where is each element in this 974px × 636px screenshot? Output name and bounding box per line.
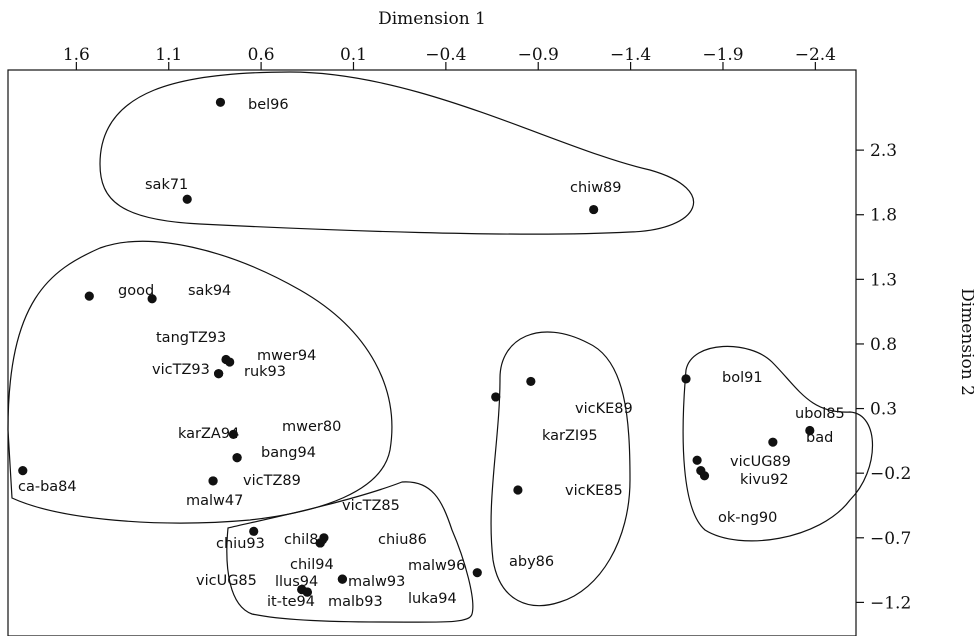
data-point bbox=[214, 369, 224, 379]
x-tick-label: −1.9 bbox=[702, 45, 743, 65]
x-tick-label: −2.4 bbox=[795, 45, 836, 65]
point-label: it-te94 bbox=[267, 594, 315, 610]
x-tick-label: −0.9 bbox=[518, 45, 559, 65]
data-point bbox=[215, 97, 226, 107]
point-label: luka94 bbox=[408, 591, 457, 607]
point-label: malw93 bbox=[348, 574, 405, 590]
point-label: malw47 bbox=[186, 493, 243, 509]
data-point bbox=[225, 357, 235, 367]
point-label: mwer80 bbox=[282, 419, 341, 435]
point-label: bad bbox=[806, 430, 833, 446]
x-tick-label: 0.1 bbox=[340, 45, 367, 65]
data-point bbox=[18, 465, 28, 476]
point-label: chil94 bbox=[290, 557, 334, 573]
point-label: llus94 bbox=[275, 574, 318, 590]
data-point bbox=[232, 453, 242, 463]
data-point bbox=[699, 471, 710, 481]
point-label: vicUG85 bbox=[196, 573, 257, 589]
data-point bbox=[589, 204, 599, 215]
cluster-outline-4 bbox=[490, 331, 631, 607]
point-label: ruk93 bbox=[244, 364, 286, 380]
point-label: karZA94 bbox=[178, 426, 239, 442]
point-label: bang94 bbox=[261, 445, 316, 461]
data-point bbox=[526, 376, 536, 387]
x-tick-label: 0.6 bbox=[248, 45, 275, 65]
cluster-outline-5 bbox=[682, 345, 874, 542]
point-label: bel96 bbox=[248, 97, 289, 113]
y-tick-label: 2.3 bbox=[870, 141, 897, 161]
point-label: kivu92 bbox=[740, 472, 789, 488]
point-label: sak71 bbox=[145, 177, 188, 193]
data-point bbox=[147, 294, 157, 304]
point-label: sak94 bbox=[188, 283, 231, 299]
point-label: chiu93 bbox=[216, 536, 265, 552]
data-points bbox=[18, 97, 815, 597]
cluster-outline-3 bbox=[226, 481, 474, 623]
cluster-outlines bbox=[7, 71, 874, 623]
x-tick-label: −0.4 bbox=[425, 45, 466, 65]
point-label: ca-ba84 bbox=[18, 479, 77, 495]
x-axis-title: Dimension 1 bbox=[378, 9, 486, 29]
point-label: bol91 bbox=[722, 370, 763, 386]
y-tick-label: 1.8 bbox=[870, 206, 897, 226]
x-axis-ticks: 1.6 1.1 0.6 0.1 −0.4 −0.9 −1.4 −1.9 −2.4 bbox=[63, 45, 836, 70]
data-point bbox=[768, 437, 778, 447]
point-label: vicKE89 bbox=[575, 401, 633, 417]
data-point bbox=[315, 538, 325, 548]
data-point bbox=[208, 476, 218, 486]
data-point bbox=[472, 568, 482, 578]
point-label: malw96 bbox=[408, 558, 465, 574]
point-label: chil86 bbox=[284, 532, 328, 548]
point-label: vicTZ93 bbox=[152, 362, 210, 378]
point-label: good bbox=[118, 283, 154, 299]
point-labels: bel96 sak71 chiw89 good sak94 tangTZ93 m… bbox=[18, 97, 845, 610]
data-point bbox=[491, 392, 501, 402]
data-point bbox=[84, 291, 94, 301]
point-label: chiw89 bbox=[570, 180, 622, 196]
data-point bbox=[337, 574, 347, 584]
plot-frame bbox=[7, 69, 857, 636]
point-label: mwer94 bbox=[257, 348, 316, 364]
x-tick-label: −1.4 bbox=[610, 45, 651, 65]
data-point bbox=[513, 485, 523, 495]
data-point bbox=[228, 429, 238, 440]
point-label: tangTZ93 bbox=[156, 330, 226, 346]
point-label: ok-ng90 bbox=[718, 510, 777, 526]
point-label: malb93 bbox=[328, 594, 383, 610]
data-point bbox=[302, 587, 312, 597]
data-point bbox=[182, 194, 192, 204]
point-label: aby86 bbox=[509, 554, 554, 570]
cluster-outline-1 bbox=[99, 71, 695, 235]
point-label: vicTZ85 bbox=[342, 498, 400, 514]
point-label: karZI95 bbox=[542, 428, 598, 444]
x-tick-label: 1.6 bbox=[63, 45, 90, 65]
data-point bbox=[249, 526, 259, 536]
data-point bbox=[805, 425, 815, 436]
y-tick-label: 0.8 bbox=[870, 335, 897, 355]
y-tick-label: −1.2 bbox=[870, 593, 911, 613]
y-axis-title: Dimension 2 bbox=[957, 288, 974, 396]
cluster-outline-2 bbox=[7, 240, 393, 524]
y-tick-label: −0.2 bbox=[870, 464, 911, 484]
data-point bbox=[692, 455, 702, 465]
point-label: chiu86 bbox=[378, 532, 427, 548]
point-label: ubol85 bbox=[795, 406, 845, 422]
y-tick-label: 0.3 bbox=[870, 400, 897, 420]
y-tick-label: −0.7 bbox=[870, 529, 911, 549]
point-label: vicKE85 bbox=[565, 483, 623, 499]
point-label: vicUG89 bbox=[730, 454, 791, 470]
y-axis-ticks: 2.3 1.8 1.3 0.8 0.3 −0.2 −0.7 −1.2 bbox=[856, 141, 911, 613]
point-label: vicTZ89 bbox=[243, 473, 301, 489]
x-tick-label: 1.1 bbox=[155, 45, 182, 65]
y-tick-label: 1.3 bbox=[870, 270, 897, 290]
data-point bbox=[681, 374, 691, 384]
